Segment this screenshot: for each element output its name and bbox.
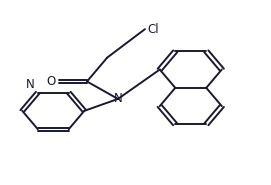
Text: N: N [26,78,35,91]
Text: Cl: Cl [147,23,159,36]
Text: N: N [114,92,122,105]
Text: O: O [46,75,55,88]
